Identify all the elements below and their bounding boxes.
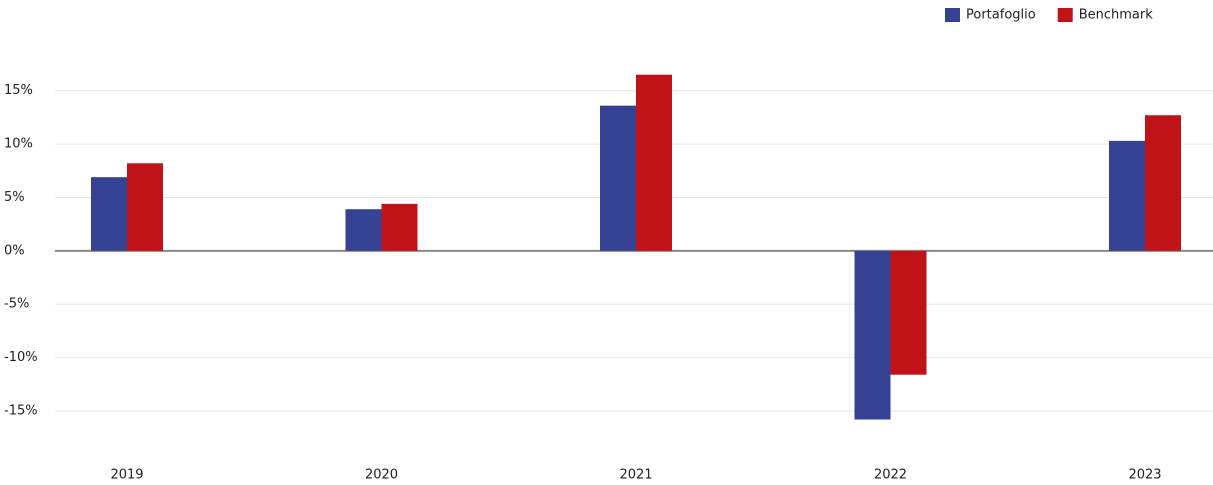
bar: [890, 250, 927, 375]
y-tick-label: -5%: [4, 297, 29, 312]
y-tick-label: 15%: [4, 83, 33, 98]
x-tick-label: 2020: [365, 468, 398, 483]
bar: [381, 203, 418, 251]
legend-label: Portafoglio: [966, 8, 1036, 23]
y-tick-label: -10%: [4, 350, 38, 365]
y-tick-label: 10%: [4, 137, 33, 152]
bar: [1145, 115, 1181, 251]
x-tick-label: 2019: [110, 468, 143, 483]
bar: [127, 163, 163, 251]
legend-swatch: [945, 8, 960, 22]
bar: [91, 177, 127, 251]
bar: [600, 105, 636, 251]
bar: [636, 74, 672, 251]
y-tick-label: 0%: [4, 243, 25, 258]
bar: [854, 250, 891, 420]
y-tick-label: 5%: [4, 190, 25, 205]
x-tick-label: 2023: [1128, 468, 1161, 483]
bar: [1109, 140, 1145, 251]
bar: [345, 209, 382, 251]
y-tick-label: -15%: [4, 403, 38, 418]
x-tick-label: 2022: [874, 468, 907, 483]
x-tick-label: 2021: [619, 468, 652, 483]
legend-label: Benchmark: [1079, 8, 1154, 23]
legend-swatch: [1057, 8, 1073, 22]
